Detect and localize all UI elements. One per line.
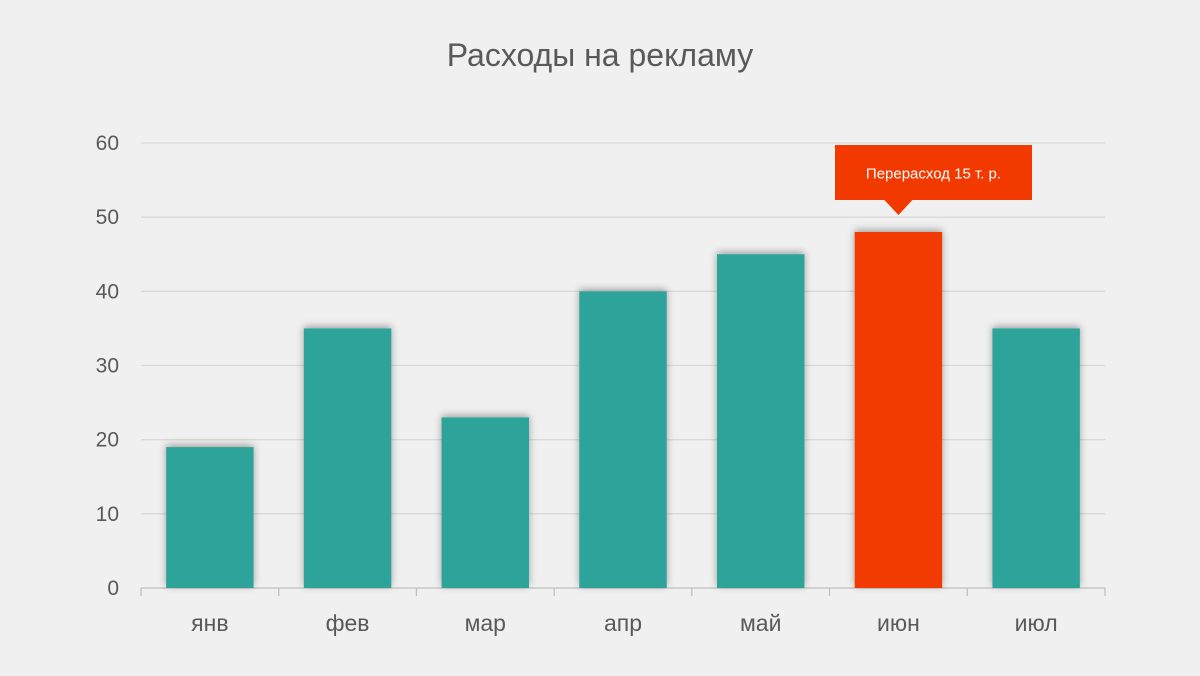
y-tick-label: 40 bbox=[96, 280, 119, 303]
x-tick-label: фев bbox=[326, 610, 370, 636]
x-tick-label: мар bbox=[465, 610, 506, 636]
x-tick-label: июн bbox=[877, 610, 920, 636]
y-tick-label: 60 bbox=[96, 132, 119, 155]
axes bbox=[140, 587, 1106, 596]
chart-title: Расходы на рекламу bbox=[447, 37, 754, 73]
bars bbox=[166, 232, 1080, 588]
tick-labels: 0 10 20 30 40 50 60 янв фев мар апр май июн июл bbox=[96, 132, 1058, 636]
y-tick-label: 30 bbox=[96, 355, 119, 378]
bar-апр bbox=[579, 291, 667, 588]
bar-фев bbox=[303, 328, 392, 588]
bar-май bbox=[716, 254, 805, 588]
x-tick-label: апр bbox=[604, 610, 642, 636]
y-tick-label: 20 bbox=[96, 429, 119, 452]
callout-text: Перерасход 15 т. р. bbox=[866, 166, 1001, 183]
bar-мар bbox=[441, 417, 530, 588]
y-tick-label: 50 bbox=[96, 206, 119, 229]
bar-янв bbox=[166, 447, 254, 588]
annotation-callout: Перерасход 15 т. р. bbox=[835, 145, 1032, 215]
bar-июн bbox=[854, 232, 943, 588]
bar-июл bbox=[992, 328, 1080, 588]
callout-box bbox=[835, 145, 1032, 215]
x-tick-label: июл bbox=[1015, 610, 1058, 636]
x-tick-label: янв bbox=[191, 610, 228, 636]
y-tick-label: 10 bbox=[96, 503, 119, 526]
y-tick-label: 0 bbox=[107, 577, 119, 600]
x-tick-label: май bbox=[740, 610, 781, 636]
